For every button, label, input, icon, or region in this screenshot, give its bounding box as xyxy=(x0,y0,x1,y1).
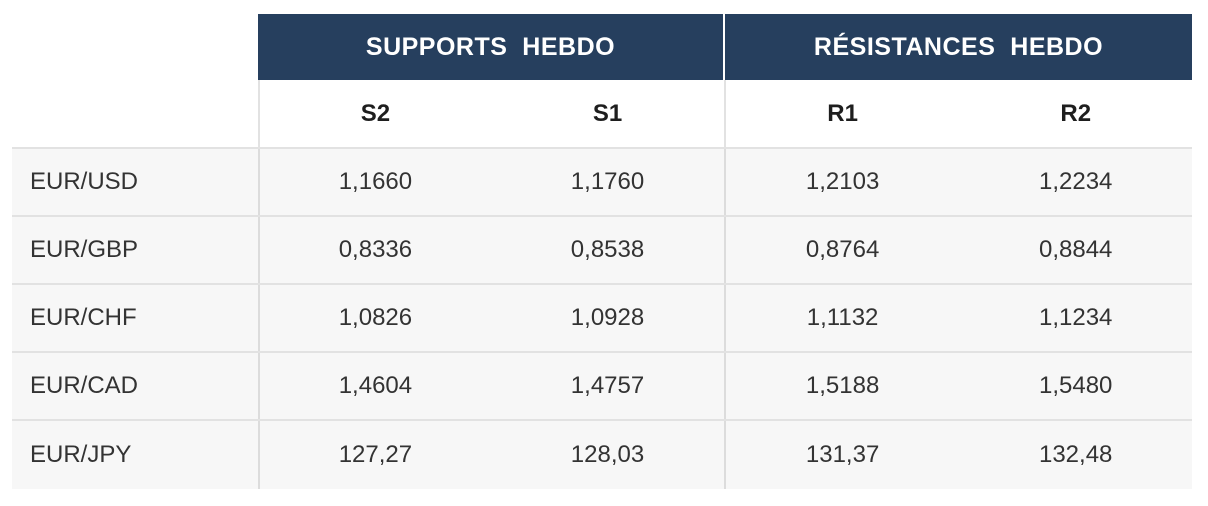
cell-r1: 131,37 xyxy=(723,421,960,489)
column-header-s2: S2 xyxy=(257,80,492,147)
cell-s1: 1,0928 xyxy=(570,304,645,331)
cell-s1: 128,03 xyxy=(570,441,645,468)
levels-table: SUPPORTS HEBDO RÉSISTANCES HEBDO S2 S1 R… xyxy=(12,14,1192,489)
cell-r1: 1,5188 xyxy=(723,353,960,419)
cell-r2: 1,5480 xyxy=(1038,372,1113,399)
column-header-s1: S1 xyxy=(592,99,623,127)
cell-r2: 0,8844 xyxy=(1038,236,1113,263)
table-row: EUR/JPY 127,27 128,03 131,37 132,48 xyxy=(12,421,1192,489)
column-header-r2: R2 xyxy=(1060,99,1092,127)
table-body: EUR/USD 1,1660 1,1760 1,2103 1,2234 EUR/… xyxy=(12,149,1192,489)
cell-r2: 132,48 xyxy=(1038,441,1113,468)
cell-s1: 1,4757 xyxy=(570,372,645,399)
cell-r2: 1,2234 xyxy=(1038,168,1113,195)
resistances-group-header: RÉSISTANCES HEBDO xyxy=(725,14,1192,80)
table-row: EUR/USD 1,1660 1,1760 1,2103 1,2234 xyxy=(12,149,1192,217)
column-header-r1: R1 xyxy=(723,80,960,147)
cell-s1: 1,1760 xyxy=(570,168,645,195)
supports-group-header: SUPPORTS HEBDO xyxy=(258,14,725,80)
cell-r1: 1,2103 xyxy=(723,149,960,215)
cell-r2: 1,1234 xyxy=(1038,304,1113,331)
table-row: EUR/CAD 1,4604 1,4757 1,5188 1,5480 xyxy=(12,353,1192,421)
currency-pair: EUR/JPY xyxy=(30,441,132,468)
cell-s2: 0,8336 xyxy=(257,217,492,283)
cell-s2: 127,27 xyxy=(257,421,492,489)
currency-pair: EUR/CHF xyxy=(30,304,137,331)
empty-corner-cell xyxy=(12,80,258,147)
currency-pair: EUR/USD xyxy=(30,168,139,195)
empty-corner-cell xyxy=(12,14,258,80)
cell-s2: 1,4604 xyxy=(257,353,492,419)
column-header-row: S2 S1 R1 R2 xyxy=(12,80,1192,149)
cell-s1: 0,8538 xyxy=(570,236,645,263)
cell-s2: 1,1660 xyxy=(257,149,492,215)
cell-r1: 0,8764 xyxy=(723,217,960,283)
table-row: EUR/CHF 1,0826 1,0928 1,1132 1,1234 xyxy=(12,285,1192,353)
currency-pair: EUR/GBP xyxy=(30,236,139,263)
group-header-row: SUPPORTS HEBDO RÉSISTANCES HEBDO xyxy=(12,14,1192,80)
currency-pair: EUR/CAD xyxy=(30,372,139,399)
cell-s2: 1,0826 xyxy=(257,285,492,351)
table-row: EUR/GBP 0,8336 0,8538 0,8764 0,8844 xyxy=(12,217,1192,285)
cell-r1: 1,1132 xyxy=(723,285,960,351)
